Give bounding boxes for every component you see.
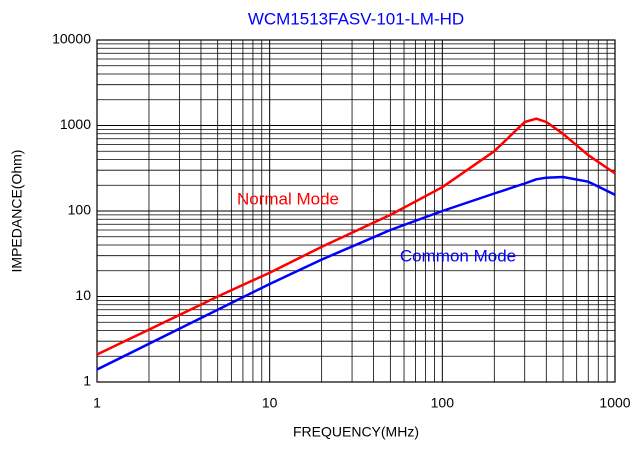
y-tick-label: 1000 <box>60 116 91 132</box>
plot-frame <box>96 39 616 383</box>
x-tick-label: 100 <box>431 395 455 411</box>
y-tick-label: 10000 <box>52 31 91 47</box>
series-line <box>96 117 616 356</box>
x-axis-label: FREQUENCY(MHz) <box>293 424 419 440</box>
series-label: Common Mode <box>400 246 516 265</box>
x-tick-label: 10 <box>262 395 278 411</box>
x-tick-label: 1000 <box>599 395 630 411</box>
y-axis-label: IMPEDANCE(Ohm) <box>9 150 25 273</box>
y-tick-label: 100 <box>68 202 92 218</box>
x-tick-label: 1 <box>93 395 101 411</box>
series-label: Normal Mode <box>237 189 339 208</box>
y-tick-label: 1 <box>83 373 91 389</box>
chart-title: WCM1513FASV-101-LM-HD <box>248 9 464 28</box>
series-line <box>96 175 616 371</box>
y-tick-label: 10 <box>75 287 91 303</box>
